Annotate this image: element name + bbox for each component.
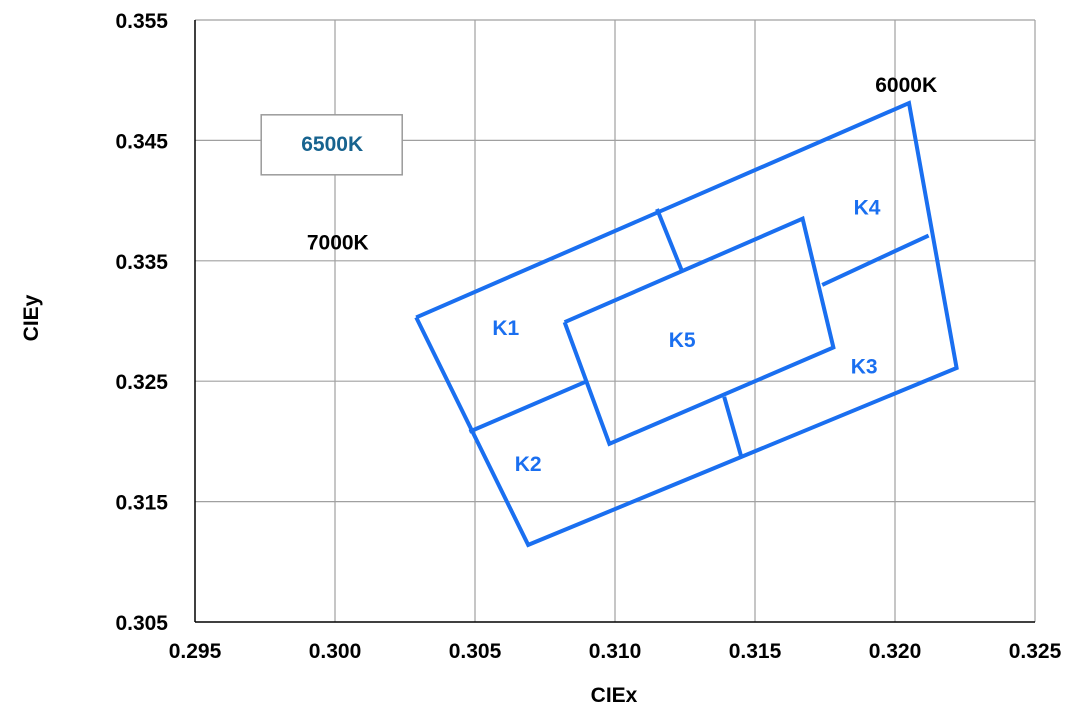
axes	[194, 20, 1035, 623]
bin-divider	[821, 233, 930, 287]
x-axis-title: CIEx	[591, 684, 638, 707]
x-tick-label: 0.310	[589, 640, 642, 663]
bin-divider	[655, 208, 685, 273]
x-tick-label: 0.295	[169, 640, 222, 663]
annotation-label: K3	[851, 356, 878, 379]
y-axis-title: CIEy	[20, 294, 43, 341]
x-tick-label: 0.325	[1009, 640, 1062, 663]
bin-divider	[722, 396, 743, 457]
annotation-label: 6500K	[301, 133, 363, 156]
annotation-label: K1	[492, 317, 519, 340]
annotation-label: K5	[669, 329, 696, 352]
annotation-label: 7000K	[307, 232, 369, 255]
tick-labels: 0.295 0.300 0.305 0.310 0.315 0.320 0.325 0.305…	[115, 10, 1061, 663]
annotation-box	[260, 114, 403, 176]
chromaticity-bins	[414, 100, 959, 548]
bin-divider	[468, 379, 588, 434]
y-tick-label: 0.345	[115, 130, 168, 153]
x-tick-label: 0.305	[449, 640, 502, 663]
x-tick-label: 0.320	[869, 640, 922, 663]
y-tick-label: 0.335	[115, 251, 168, 274]
annotations: 6500K 7000K 6000K K1 K2 K3 K4 K5	[260, 74, 937, 476]
outer-bin-boundary	[414, 100, 959, 548]
annotation-label: K4	[854, 197, 881, 220]
annotation-label: 6000K	[875, 74, 937, 97]
grid	[195, 19, 1036, 622]
y-tick-label: 0.315	[115, 492, 168, 515]
y-tick-label: 0.305	[115, 612, 168, 635]
x-tick-label: 0.315	[729, 640, 782, 663]
annotation-label: K2	[515, 453, 542, 476]
y-tick-label: 0.325	[115, 371, 168, 394]
x-tick-label: 0.300	[309, 640, 362, 663]
inner-bin-k5-boundary	[562, 215, 836, 447]
y-tick-label: 0.355	[115, 10, 168, 33]
